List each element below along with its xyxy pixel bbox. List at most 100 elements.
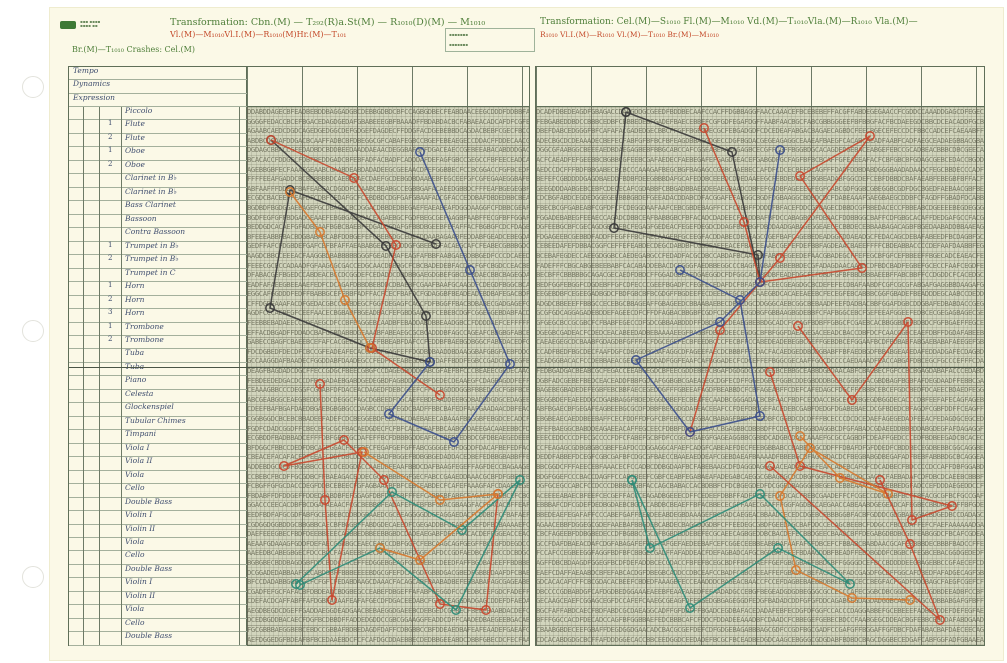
path-node-circle [753, 250, 763, 260]
top-row-text: Dynamics [73, 79, 111, 89]
path-node-circle [739, 217, 749, 227]
label-column-divider [239, 107, 240, 645]
instrument-name: Cello [125, 550, 145, 560]
path-node-circle [340, 295, 350, 305]
instrument-row: 3 Horn [69, 308, 247, 323]
instrument-row: Glockenspiel [69, 402, 247, 417]
header-info-box: ▪▪▪▪▪▪▪ ▪▪▪▪▪▪▪ [445, 28, 535, 52]
path-node-circle [791, 565, 801, 575]
path-node-circle [773, 543, 783, 553]
instrument-name: Horn [125, 294, 145, 304]
instrument-number: 1 [108, 146, 113, 155]
instrument-name: Tubular Chimes [125, 415, 186, 425]
label-column-divider [121, 107, 122, 645]
instrument-name: Viola I [125, 442, 150, 452]
path-node-circle [903, 317, 913, 327]
right-score-panel: DCADFDBEDEAGDFGBAGACCDAFGDDGCGEEDFBDDBEC… [535, 66, 985, 646]
path-node-circle [515, 475, 525, 485]
instrument-name: Violin I [125, 510, 153, 520]
label-column-divider [83, 107, 84, 645]
instrument-row: Viola [69, 537, 247, 552]
path-node-circle [457, 525, 467, 535]
top-row-text: Tempo [73, 66, 99, 75]
path-node-circle [907, 515, 917, 525]
instrument-number: 1 [108, 281, 113, 290]
instrument-number: 2 [108, 132, 113, 141]
instrument-name: Timpani [125, 429, 157, 439]
path-node-circle [381, 241, 391, 251]
path-node-circle [415, 147, 425, 157]
path-node-circle [845, 579, 855, 589]
path-node-circle [755, 489, 765, 499]
instrument-name: Clarinet in B♭ [125, 186, 177, 196]
instrument-row: 2 Horn [69, 294, 247, 310]
path-node-circle [645, 543, 655, 553]
path-node-circle [415, 555, 425, 565]
instrument-row: 1 Trombone [69, 321, 247, 336]
transformation-path [769, 321, 953, 521]
instrument-name: Glockenspiel [125, 402, 174, 412]
path-node-circle [379, 475, 389, 485]
path-node-circle [805, 443, 815, 453]
note-grid-right: DCADFDBEDEAGDFGBAGACCDAFGDDGCGEEDFBDDBEC… [536, 107, 984, 645]
transformation-path [779, 435, 911, 601]
path-node-circle [435, 599, 445, 609]
path-node-circle [685, 427, 695, 437]
instrument-row: 1 Oboe [69, 146, 247, 161]
path-node-circle [291, 579, 301, 589]
path-node-circle [365, 343, 375, 353]
path-node-circle [435, 390, 445, 400]
path-node-circle [327, 595, 337, 605]
publisher-logo-icon [60, 21, 76, 29]
instrument-row: 1 Trumpet in B♭ [69, 241, 247, 256]
instrument-name: Oboe [125, 159, 145, 169]
instrument-name: Double Bass [125, 496, 173, 506]
path-node-circle [621, 107, 631, 117]
path-node-circle [865, 131, 875, 141]
instrument-row: Double Bass [69, 496, 247, 512]
instrument-number: 1 [108, 321, 113, 330]
path-node-circle [627, 475, 637, 485]
instrument-name: Viola [125, 537, 145, 546]
path-node-circle [375, 543, 385, 553]
path-node-circle [295, 580, 305, 590]
instrument-name: Bass Clarinet [125, 200, 176, 210]
path-node-circle [905, 539, 915, 549]
path-node-circle [320, 495, 330, 505]
path-node-circle [315, 379, 325, 389]
instrument-row: Celesta [69, 388, 247, 404]
left-transformation-line-1: Transformation: Cbn.(M) — T₂₉₂(R)a.St(M)… [170, 17, 486, 28]
path-node-circle [905, 595, 915, 605]
transformation-path [363, 451, 499, 561]
path-node-circle [315, 227, 325, 237]
path-node-circle [685, 603, 695, 613]
instrument-row: Double Bass [69, 631, 247, 646]
path-node-circle [793, 321, 803, 331]
transformation-paths [265, 107, 957, 625]
instrument-row: Viola II [69, 456, 247, 471]
instrument-row: Clarinet in B♭ [69, 186, 247, 202]
transformation-path [631, 479, 851, 609]
path-node-circle [391, 240, 401, 250]
instrument-name: Tuba [125, 348, 145, 358]
instrument-name: Cello [125, 483, 145, 493]
instrument-name: Celesta [125, 388, 154, 398]
path-node-circle [431, 239, 441, 249]
instrument-name: Contra Bassoon [125, 227, 186, 237]
path-node-circle [735, 295, 745, 305]
instrument-label-column: Tempo Dynamics Expression Piccolo 1 Flute 2 Flu… [69, 66, 247, 646]
transformation-path [270, 139, 441, 396]
instrument-name: Violin II [125, 523, 156, 533]
path-node-circle [875, 475, 885, 485]
instrument-row: 2 Flute [69, 132, 247, 148]
top-cells-left [247, 67, 529, 107]
instrument-row: Violin I [69, 510, 247, 525]
transformation-path [689, 127, 871, 433]
instrument-row: Viola I [69, 442, 247, 458]
path-node-circle [505, 359, 515, 369]
path-node-circle [266, 135, 276, 145]
instrument-row: Tuba [69, 348, 247, 363]
instrument-name: Flute [125, 119, 145, 129]
path-node-circle [675, 265, 685, 275]
instrument-row: Bassoon [69, 214, 247, 229]
